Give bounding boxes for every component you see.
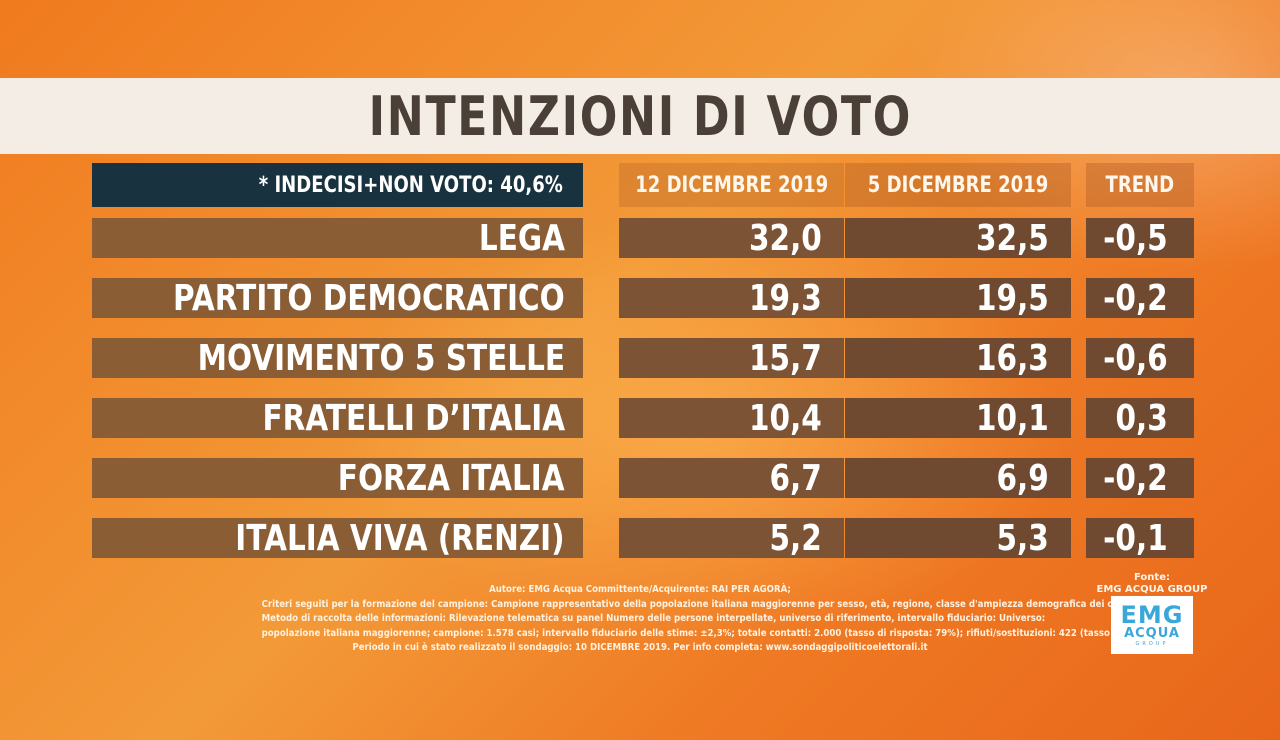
party-label: MOVIMENTO 5 STELLE — [197, 338, 565, 378]
footer-line: popolazione italiana maggiorenne; campio… — [261, 627, 1186, 639]
value-trend: -0,5 — [1086, 218, 1194, 258]
source-label: Fonte: EMG ACQUA GROUP — [1096, 572, 1208, 596]
footer-line: Autore: EMG Acqua Committente/Acquirente… — [489, 584, 791, 595]
column-header-12-dec: 12 DICEMBRE 2019 — [619, 163, 844, 207]
source-name-text: EMG ACQUA GROUP — [1096, 584, 1208, 595]
value-text: 19,3 — [749, 278, 822, 318]
value-12-dec: 32,0 — [619, 218, 844, 258]
party-label: ITALIA VIVA (RENZI) — [235, 518, 565, 558]
undecided-note: * INDECISI+NON VOTO: 40,6% — [92, 163, 583, 207]
value-12-dec: 15,7 — [619, 338, 844, 378]
value-5-dec: 10,1 — [845, 398, 1071, 438]
value-12-dec: 10,4 — [619, 398, 844, 438]
methodology-footer: Autore: EMG Acqua Committente/Acquirente… — [200, 583, 1186, 656]
value-trend: -0,2 — [1086, 278, 1194, 318]
value-text: 16,3 — [976, 338, 1049, 378]
value-5-dec: 16,3 — [845, 338, 1071, 378]
footer-line: Metodo di raccolta delle informazioni: R… — [261, 613, 1046, 625]
value-text: 5,3 — [996, 518, 1049, 558]
party-label: PARTITO DEMOCRATICO — [173, 278, 565, 318]
emg-logo: EMG ACQUA GROUP — [1111, 596, 1193, 654]
logo-group-text: GROUP — [1135, 640, 1169, 647]
value-text: 10,4 — [749, 398, 822, 438]
value-text: -0,6 — [1103, 338, 1168, 378]
value-text: 5,2 — [769, 518, 822, 558]
party-name-m5s: MOVIMENTO 5 STELLE — [92, 338, 583, 378]
logo-emg-text: EMG — [1120, 600, 1184, 629]
value-12-dec: 19,3 — [619, 278, 844, 318]
party-label: FORZA ITALIA — [338, 458, 565, 498]
column-header-trend-text: TREND — [1105, 172, 1175, 198]
value-text: 19,5 — [976, 278, 1049, 318]
value-text: -0,5 — [1103, 218, 1168, 258]
party-name-pd: PARTITO DEMOCRATICO — [92, 278, 583, 318]
value-trend: -0,6 — [1086, 338, 1194, 378]
value-text: 0,3 — [1115, 398, 1168, 438]
value-12-dec: 6,7 — [619, 458, 844, 498]
column-header-12-dec-text: 12 DICEMBRE 2019 — [634, 172, 829, 198]
title-band: INTENZIONI DI VOTO — [0, 78, 1280, 154]
value-trend: -0,1 — [1086, 518, 1194, 558]
party-name-fdi: FRATELLI D’ITALIA — [92, 398, 583, 438]
value-text: -0,2 — [1103, 458, 1168, 498]
column-header-trend: TREND — [1086, 163, 1194, 207]
value-text: 6,9 — [996, 458, 1049, 498]
value-text: 10,1 — [976, 398, 1049, 438]
value-trend: 0,3 — [1086, 398, 1194, 438]
value-text: 15,7 — [749, 338, 822, 378]
value-5-dec: 5,3 — [845, 518, 1071, 558]
party-name-iv: ITALIA VIVA (RENZI) — [92, 518, 583, 558]
value-text: -0,1 — [1103, 518, 1168, 558]
value-5-dec: 19,5 — [845, 278, 1071, 318]
source-label-text: Fonte: — [1134, 572, 1170, 583]
value-text: 6,7 — [769, 458, 822, 498]
party-name-fi: FORZA ITALIA — [92, 458, 583, 498]
column-header-5-dec: 5 DICEMBRE 2019 — [845, 163, 1071, 207]
party-name-lega: LEGA — [92, 218, 583, 258]
page-title: INTENZIONI DI VOTO — [368, 84, 912, 148]
value-5-dec: 6,9 — [845, 458, 1071, 498]
value-5-dec: 32,5 — [845, 218, 1071, 258]
logo-acqua-text: ACQUA — [1124, 625, 1180, 641]
party-label: FRATELLI D’ITALIA — [262, 398, 565, 438]
column-header-5-dec-text: 5 DICEMBRE 2019 — [867, 172, 1049, 198]
value-text: -0,2 — [1103, 278, 1168, 318]
party-label: LEGA — [478, 218, 565, 258]
value-12-dec: 5,2 — [619, 518, 844, 558]
value-text: 32,0 — [749, 218, 822, 258]
value-trend: -0,2 — [1086, 458, 1194, 498]
value-text: 32,5 — [976, 218, 1049, 258]
footer-line: Criteri seguiti per la formazione del ca… — [261, 598, 1143, 610]
undecided-note-text: * INDECISI+NON VOTO: 40,6% — [258, 172, 563, 198]
footer-line: Periodo in cui è stato realizzato il son… — [352, 642, 928, 654]
